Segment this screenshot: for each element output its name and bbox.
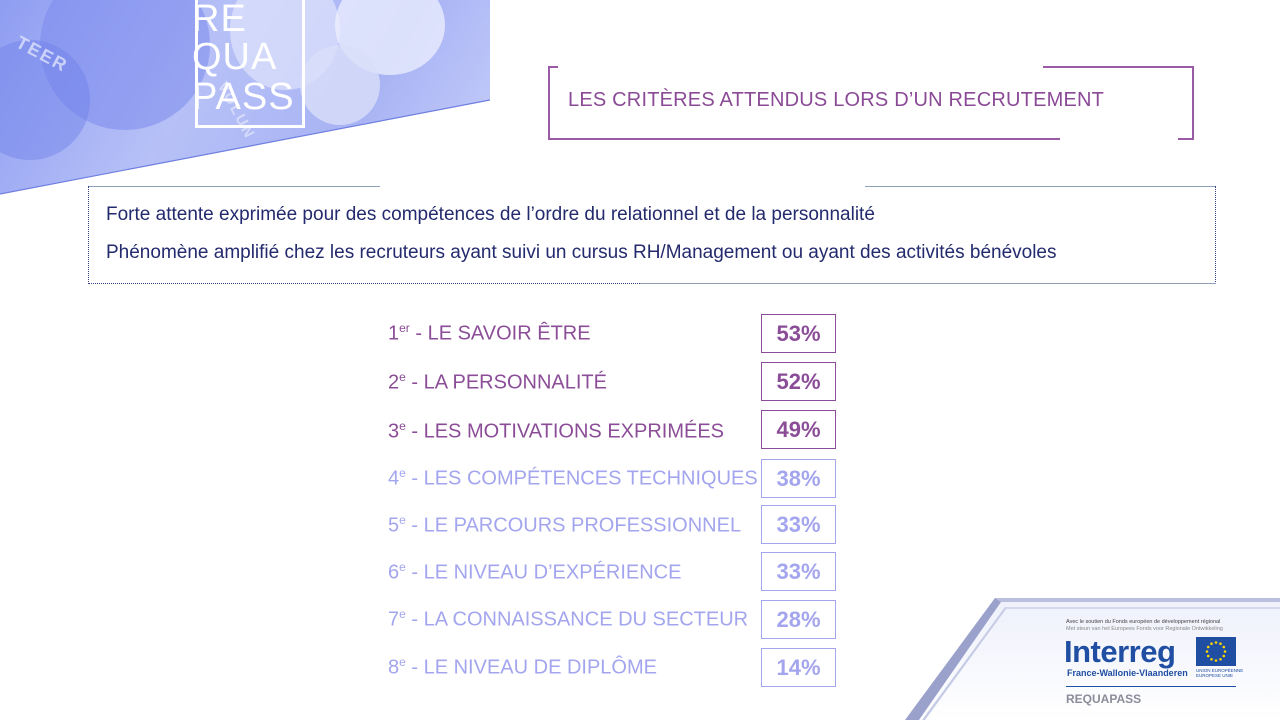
criterion-percent: 28% bbox=[761, 600, 836, 639]
criterion-percent: 53% bbox=[761, 314, 836, 353]
criterion-percent: 33% bbox=[761, 505, 836, 544]
summary-border bbox=[865, 186, 1216, 187]
summary-border bbox=[88, 186, 380, 187]
banner-edge-line bbox=[0, 99, 490, 195]
summary-box: Forte attente exprimée pour des compéten… bbox=[88, 186, 1216, 284]
criterion-label: 3e - LES MOTIVATIONS EXPRIMÉES bbox=[388, 419, 724, 444]
criterion-rank-suffix: e bbox=[399, 513, 406, 527]
criterion-percent: 52% bbox=[761, 362, 836, 401]
criterion-rank: 1 bbox=[388, 322, 400, 345]
criterion-rank: 7 bbox=[388, 608, 400, 631]
photo-shape bbox=[40, 0, 210, 130]
criterion-rank: 4 bbox=[388, 467, 400, 490]
criterion-rank: 8 bbox=[388, 656, 400, 679]
criterion-label: 4e - LES COMPÉTENCES TECHNIQUES bbox=[388, 466, 758, 491]
logo-line: QUA bbox=[192, 36, 278, 78]
title-box-border bbox=[548, 138, 1060, 140]
eu-flag-icon bbox=[1196, 637, 1236, 666]
criterion-rank: 2 bbox=[388, 371, 400, 394]
criterion-label: 5e - LE PARCOURS PROFESSIONNEL bbox=[388, 513, 741, 538]
interreg-logo: Interreg bbox=[1064, 634, 1176, 669]
criterion-text: - LES COMPÉTENCES TECHNIQUES bbox=[405, 467, 758, 490]
criterion-rank-suffix: e bbox=[399, 607, 406, 621]
criterion-rank-suffix: e bbox=[399, 466, 406, 480]
title-box-border bbox=[548, 66, 550, 140]
criterion-text: - LE SAVOIR ÊTRE bbox=[409, 322, 591, 345]
eu-label: UNION EUROPÉENNE EUROPESE UNIE bbox=[1196, 668, 1243, 678]
criterion-rank: 5 bbox=[388, 514, 400, 537]
criterion-rank-suffix: e bbox=[399, 370, 406, 384]
criterion-label: 7e - LA CONNAISSANCE DU SECTEUR bbox=[388, 607, 748, 632]
criterion-percent: 14% bbox=[761, 648, 836, 687]
criterion-label: 1er - LE SAVOIR ÊTRE bbox=[388, 321, 591, 346]
title-box-border bbox=[1178, 138, 1194, 140]
interreg-support-note-nl: Met steun van het Europees Fonds voor Re… bbox=[1066, 626, 1223, 632]
criterion-rank: 6 bbox=[388, 561, 400, 584]
criterion-text: - LE NIVEAU D’EXPÉRIENCE bbox=[405, 561, 682, 584]
criterion-rank-suffix: e bbox=[399, 419, 406, 433]
criterion-percent: 33% bbox=[761, 552, 836, 591]
logo-line: RE bbox=[192, 0, 247, 40]
title-box-border bbox=[1043, 66, 1194, 68]
header-photo-banner: TEER VOLUN RE QUA PASS bbox=[0, 0, 490, 194]
criterion-rank-suffix: e bbox=[399, 560, 406, 574]
interreg-divider bbox=[1066, 686, 1236, 687]
criterion-text: - LE PARCOURS PROFESSIONNEL bbox=[405, 514, 742, 537]
criterion-rank: 3 bbox=[388, 420, 400, 443]
summary-border bbox=[88, 283, 640, 284]
title-box-border bbox=[1192, 66, 1194, 140]
summary-line-2: Phénomène amplifié chez les recruteurs a… bbox=[106, 242, 1057, 263]
criterion-rank-suffix: er bbox=[399, 321, 410, 335]
logo-frame bbox=[195, 0, 305, 128]
criterion-text: - LES MOTIVATIONS EXPRIMÉES bbox=[405, 420, 725, 443]
project-name: REQUAPASS bbox=[1066, 692, 1142, 706]
criterion-label: 2e - LA PERSONNALITÉ bbox=[388, 370, 607, 395]
criterion-label: 6e - LE NIVEAU D’EXPÉRIENCE bbox=[388, 560, 681, 585]
criterion-percent: 49% bbox=[761, 410, 836, 449]
eu-label-fr: UNION EUROPÉENNE bbox=[1196, 668, 1244, 673]
criterion-label: 8e - LE NIVEAU DE DIPLÔME bbox=[388, 655, 657, 680]
criterion-text: - LA CONNAISSANCE DU SECTEUR bbox=[405, 608, 749, 631]
criterion-percent: 38% bbox=[761, 459, 836, 498]
slide-title: LES CRITÈRES ATTENDUS LORS D’UN RECRUTEM… bbox=[568, 89, 1105, 111]
slide-title-box: LES CRITÈRES ATTENDUS LORS D’UN RECRUTEM… bbox=[548, 66, 1194, 140]
criterion-text: - LA PERSONNALITÉ bbox=[405, 371, 607, 394]
summary-border bbox=[640, 283, 1216, 284]
interreg-support-note: Avec le soutien du Fonds européen de dév… bbox=[1066, 619, 1221, 625]
criterion-rank-suffix: e bbox=[399, 655, 406, 669]
title-box-border bbox=[548, 66, 558, 68]
summary-border bbox=[1215, 186, 1216, 284]
summary-border bbox=[88, 186, 89, 284]
interreg-region: France-Wallonie-Vlaanderen bbox=[1067, 668, 1188, 678]
summary-line-1: Forte attente exprimée pour des compéten… bbox=[106, 204, 875, 225]
logo-line: PASS bbox=[192, 76, 295, 118]
eu-label-nl: EUROPESE UNIE bbox=[1196, 673, 1234, 678]
photo-shape bbox=[300, 45, 380, 125]
interreg-stripe bbox=[905, 598, 1280, 720]
criterion-text: - LE NIVEAU DE DIPLÔME bbox=[405, 656, 657, 679]
